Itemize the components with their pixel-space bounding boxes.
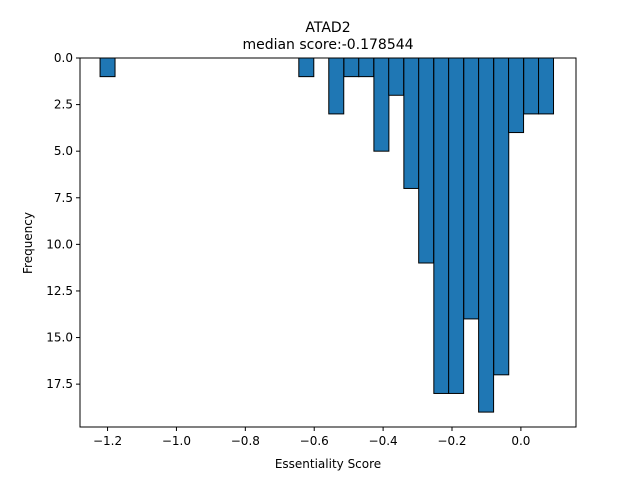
- x-tick-label: −0.8: [231, 434, 260, 448]
- histogram-bar: [403, 57, 420, 189]
- chart-subtitle: median score:-0.178544: [242, 37, 413, 53]
- histogram-bar: [99, 57, 116, 78]
- y-tick-label: 10.0: [46, 237, 73, 251]
- histogram-bar: [388, 57, 405, 96]
- histogram-bar: [493, 57, 510, 376]
- y-tick-label: 17.5: [46, 377, 73, 391]
- histogram-bar: [523, 57, 540, 115]
- bars-group: [99, 57, 555, 413]
- x-axis-label: Essentiality Score: [275, 457, 381, 471]
- y-tick-label: 2.5: [54, 98, 73, 112]
- x-tick-label: −0.6: [300, 434, 329, 448]
- y-axis-label: Frequency: [21, 212, 35, 274]
- histogram-bar: [478, 57, 495, 413]
- histogram-bar: [448, 57, 465, 394]
- histogram-bar: [328, 57, 345, 115]
- x-tick-label: 0.0: [511, 434, 530, 448]
- x-tick-label: −0.2: [437, 434, 466, 448]
- histogram-bar: [433, 57, 450, 394]
- y-tick-label: 5.0: [54, 144, 73, 158]
- histogram-bar: [373, 57, 390, 152]
- y-axis-ticks: 0.0 2.5 5.0 7.5 10.0 12.5 15.0 17.5: [46, 51, 80, 391]
- chart-title: ATAD2: [305, 20, 350, 36]
- x-axis-ticks: −1.2 −1.0 −0.8 −0.6 −0.4 −0.2 0.0: [93, 427, 530, 448]
- histogram-bar: [538, 57, 555, 115]
- histogram-bar: [343, 57, 360, 78]
- y-tick-label: 7.5: [54, 191, 73, 205]
- y-tick-label: 12.5: [46, 284, 73, 298]
- histogram-bar: [463, 57, 480, 320]
- histogram-bar: [418, 57, 435, 264]
- histogram-bar: [358, 57, 375, 78]
- y-tick-label: 0.0: [54, 51, 73, 65]
- x-tick-label: −1.2: [93, 434, 122, 448]
- histogram-bar: [508, 57, 525, 134]
- plot-frame: [79, 57, 577, 428]
- y-tick-label: 15.0: [46, 331, 73, 345]
- x-tick-label: −1.0: [162, 434, 191, 448]
- x-tick-label: −0.4: [369, 434, 398, 448]
- histogram-bar: [298, 57, 315, 78]
